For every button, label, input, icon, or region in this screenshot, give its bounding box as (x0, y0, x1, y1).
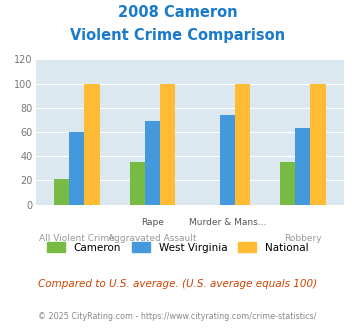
Bar (54, 179, 69, 205)
Text: Murder & Mans...: Murder & Mans... (189, 218, 266, 227)
Bar (84, 83, 99, 205)
Text: All Violent Crime: All Violent Crime (39, 234, 115, 243)
Text: 2008 Cameron: 2008 Cameron (118, 5, 237, 20)
Text: Compared to U.S. average. (U.S. average equals 100): Compared to U.S. average. (U.S. average … (38, 279, 317, 289)
Bar (145, 121, 160, 205)
Bar (130, 162, 145, 205)
Text: Rape: Rape (141, 218, 164, 227)
Bar (280, 162, 295, 205)
Text: Aggravated Assault: Aggravated Assault (108, 234, 197, 243)
Text: © 2025 CityRating.com - https://www.cityrating.com/crime-statistics/: © 2025 CityRating.com - https://www.city… (38, 312, 317, 321)
Bar (235, 83, 250, 205)
Bar (160, 83, 175, 205)
Legend: Cameron, West Virginia, National: Cameron, West Virginia, National (47, 242, 308, 253)
Text: Robbery: Robbery (284, 234, 322, 243)
Text: Violent Crime Comparison: Violent Crime Comparison (70, 28, 285, 43)
Bar (311, 83, 326, 205)
Bar (295, 128, 311, 205)
Bar (220, 115, 235, 205)
Bar (69, 132, 84, 205)
